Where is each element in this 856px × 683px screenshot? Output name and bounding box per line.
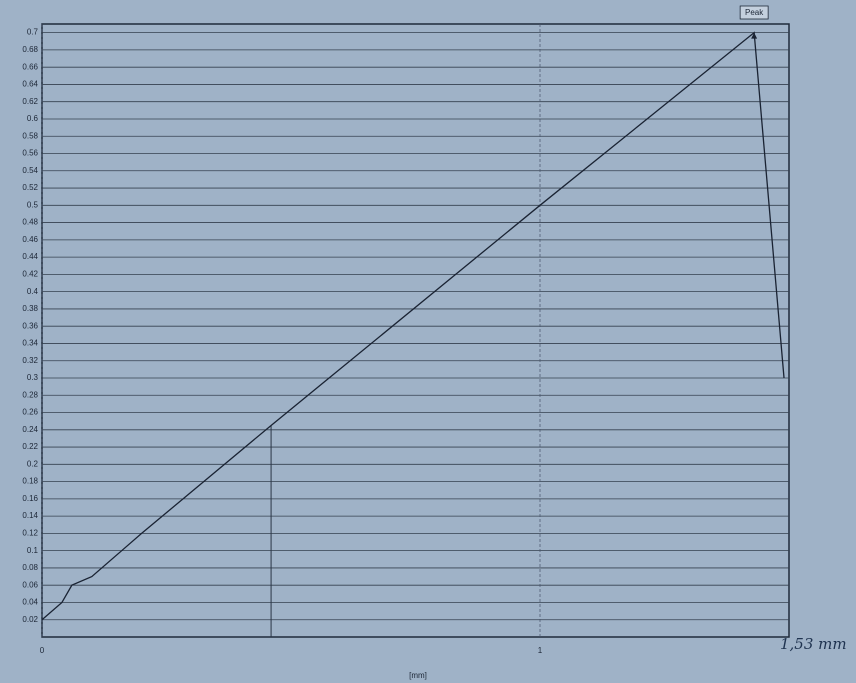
y-tick-label: 0.22	[22, 442, 38, 451]
x-axis-label: [mm]	[409, 671, 427, 680]
y-tick-label: 0.46	[22, 235, 38, 244]
y-tick-label: 0.52	[22, 183, 38, 192]
y-tick-label: 0.32	[22, 356, 38, 365]
data-line	[41, 31, 785, 621]
y-tick-label: 0.06	[22, 580, 38, 589]
y-tick-label: 0.26	[22, 408, 38, 417]
peak-label: Peak	[745, 8, 764, 17]
y-tick-label: 0.3	[27, 373, 39, 382]
y-tick-label: 0.04	[22, 598, 38, 607]
y-tick-label: 0.02	[22, 615, 38, 624]
y-tick-label: 0.42	[22, 269, 38, 278]
y-tick-label: 0.38	[22, 304, 38, 313]
y-tick-label: 0.66	[22, 62, 38, 71]
y-tick-label: 0.1	[27, 546, 39, 555]
y-tick-label: 0.48	[22, 218, 38, 227]
y-tick-label: 0.44	[22, 252, 38, 261]
peak-arrow	[751, 32, 758, 39]
y-tick-label: 0.08	[22, 563, 38, 572]
y-tick-label: 0.34	[22, 339, 38, 348]
y-tick-label: 0.4	[27, 287, 39, 296]
y-tick-label: 0.12	[22, 529, 38, 538]
y-tick-label: 0.2	[27, 459, 39, 468]
x-tick-label: 0	[40, 646, 45, 655]
y-tick-label: 0.62	[22, 97, 38, 106]
y-tick-label: 0.16	[22, 494, 38, 503]
peak-box	[739, 5, 769, 20]
y-tick-label: 0.5	[27, 200, 39, 209]
y-tick-label: 0.24	[22, 425, 38, 434]
y-tick-label: 0.58	[22, 131, 38, 140]
handwritten-note: 1,53 mm	[780, 635, 847, 653]
y-tick-label: 0.6	[27, 114, 39, 123]
y-tick-label: 0.18	[22, 477, 38, 486]
y-tick-label: 0.54	[22, 166, 38, 175]
y-tick-label: 0.64	[22, 80, 38, 89]
y-tick-label: 0.7	[27, 28, 39, 37]
y-tick-label: 0.14	[22, 511, 38, 520]
y-tick-label: 0.68	[22, 45, 38, 54]
x-tick-label: 1	[538, 646, 543, 655]
y-tick-label: 0.28	[22, 390, 38, 399]
y-tick-label: 0.56	[22, 149, 38, 158]
y-tick-label: 0.36	[22, 321, 38, 330]
